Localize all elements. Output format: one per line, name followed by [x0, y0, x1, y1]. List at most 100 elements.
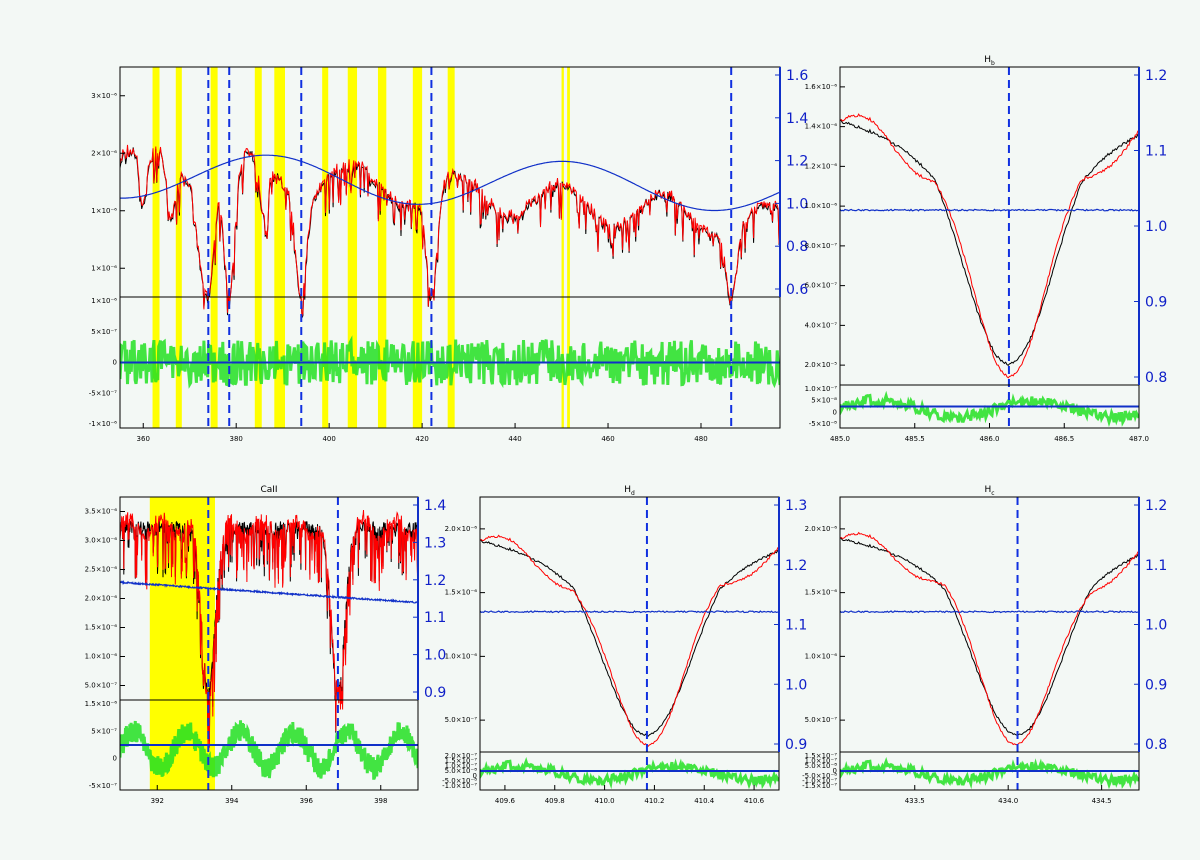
residual-tick-label: -1.0×10⁻⁷	[802, 777, 837, 785]
residual-tick-label: 5×10⁻⁷	[91, 328, 117, 336]
panel-title: CaII	[260, 485, 277, 495]
residual-tick-label: -5.0×10⁻⁸	[442, 777, 477, 785]
y-tick-label: 3.5×10⁻⁶	[85, 508, 118, 516]
x-tick-label: 485.5	[905, 435, 925, 443]
y-tick-label: 1.5×10⁻⁶	[445, 589, 478, 597]
residual-tick-label: 1.0×10⁻⁷	[805, 385, 838, 393]
residual-tick-label: -1.5×10⁻⁷	[802, 782, 837, 790]
residual-frame	[479, 751, 780, 791]
x-tick-label: 400	[322, 435, 335, 443]
y-tick-label: 2.5×10⁻⁶	[85, 566, 118, 574]
y-tick-label: 5.0×10⁻⁷	[805, 716, 838, 724]
panel-title: Hd	[624, 485, 635, 497]
right-tick-label: 0.9	[1145, 295, 1167, 311]
y-tick-label: 5.0×10⁻⁷	[445, 716, 478, 724]
plot-area-hb	[840, 67, 1139, 428]
residual-tick-label: 1.0×10⁻⁷	[445, 762, 478, 770]
residual-tick-label: -5×10⁻⁸	[809, 420, 837, 428]
y-tick-label: 2.0×10⁻⁶	[85, 595, 118, 603]
residual-frame	[119, 699, 419, 791]
masked-region	[274, 67, 285, 428]
y-tick-label: 1.2×10⁻⁶	[805, 162, 838, 170]
right-tick-label: 1.0	[424, 648, 446, 664]
residual-tick-label: -5.0×10⁻⁸	[802, 772, 837, 780]
residual-tick-label: 1.5×10⁻⁷	[445, 757, 478, 765]
model-spectrum-line	[120, 509, 418, 748]
plot-frame	[479, 496, 780, 753]
right-tick-label: 1.2	[424, 573, 446, 589]
y-tick-label: 8.0×10⁻⁷	[805, 242, 838, 250]
residual-markers	[120, 335, 780, 389]
x-tick-label: 394	[225, 797, 239, 805]
x-tick-label: 433.5	[905, 797, 925, 805]
residual-tick-label: 5×10⁻⁸	[811, 397, 837, 405]
right-tick-label: 0.8	[1145, 737, 1167, 753]
y-tick-label: 2×10⁻⁶	[91, 149, 117, 157]
masked-region	[377, 67, 387, 428]
residual-markers	[840, 390, 1139, 428]
plot-frame	[839, 66, 1140, 386]
x-tick-label: 410.6	[744, 797, 765, 805]
panel-title-subscript: c	[991, 490, 994, 497]
x-tick-label: 409.8	[545, 797, 565, 805]
residual-frame	[839, 751, 1140, 791]
masked-region	[175, 67, 182, 428]
right-tick-label: 0.6	[786, 282, 808, 298]
residual-tick-label: 5×10⁻⁷	[91, 727, 117, 735]
x-tick-label: 486.0	[979, 435, 999, 443]
x-tick-label: 380	[230, 435, 243, 443]
residual-tick-label: -1.0×10⁻⁷	[442, 782, 477, 790]
right-tick-label: 1.4	[786, 111, 808, 127]
x-tick-label: 396	[300, 797, 314, 805]
panel-title: Hc	[984, 485, 994, 497]
y-tick-label: 1.0×10⁻⁶	[805, 202, 838, 210]
residual-tick-label: 1.5×10⁻⁶	[85, 700, 118, 708]
x-tick-label: 460	[601, 435, 614, 443]
right-tick-label: 1.1	[1145, 558, 1167, 574]
residual-tick-label: 0	[473, 772, 477, 780]
right-tick-label: 1.6	[786, 68, 808, 84]
masked-region	[412, 67, 423, 428]
plot-frame	[839, 496, 1140, 753]
x-tick-label: 434.0	[998, 797, 1018, 805]
ratio-curve-line	[480, 610, 779, 614]
x-tick-label: 480	[694, 435, 707, 443]
x-tick-label: 440	[508, 435, 521, 443]
right-tick-label: 0.9	[785, 737, 807, 753]
masked-region	[567, 67, 570, 428]
panel-title-subscript: d	[631, 490, 635, 497]
observed-spectrum-line	[480, 539, 779, 737]
right-tick-label: 0.8	[786, 239, 808, 255]
right-tick-label: 1.2	[786, 154, 808, 170]
residual-markers	[480, 756, 779, 790]
ratio-curve-line	[840, 610, 1139, 614]
right-tick-label: 1.2	[1145, 498, 1167, 514]
y-tick-label: 6.0×10⁻⁷	[805, 282, 838, 290]
x-tick-label: 485.0	[830, 435, 850, 443]
residual-tick-label: 1.5×10⁻⁷	[805, 752, 838, 760]
residual-frame	[119, 296, 781, 429]
right-tick-label: 0.8	[1145, 370, 1167, 386]
plot-area-caii	[120, 497, 418, 790]
right-tick-label: 1.0	[1145, 618, 1167, 634]
y-tick-label: 4.0×10⁻⁷	[805, 321, 838, 329]
y-tick-label: 2.0×10⁻⁵	[805, 361, 838, 369]
y-tick-label: 5.0×10⁻⁷	[85, 682, 118, 690]
panel-full: 360 380 400 420 440 460 480 1×10⁻⁶ 1×10⁻⁶ 2×10⁻⁶ 3…	[89, 66, 808, 443]
panel-hg: 433.5 434.0 434.5 5.0×10⁻⁷ 1.0×10⁻⁶ 1.5×10⁻⁶ 2…	[802, 485, 1167, 805]
residual-tick-label: 1×10⁻⁶	[91, 297, 117, 305]
model-spectrum-line	[480, 534, 779, 747]
residual-tick-label: -5×10⁻⁷	[89, 389, 117, 397]
masked-region	[561, 67, 564, 428]
y-tick-label: 1.6×10⁻⁶	[805, 83, 838, 91]
y-tick-label: 3×10⁻⁶	[91, 92, 117, 100]
ratio-curve-line	[120, 579, 418, 604]
y-tick-label: 2.0×10⁻⁶	[805, 525, 838, 533]
y-tick-label: 1×10⁻⁶	[91, 264, 117, 272]
ratio-curve-line	[840, 208, 1139, 212]
right-tick-label: 1.1	[1145, 144, 1167, 160]
y-tick-label: 1.0×10⁻⁶	[805, 652, 838, 660]
right-tick-label: 0.9	[424, 685, 446, 701]
panel-caii: 392 394 396 398 5.0×10⁻⁷ 1.0×10⁻⁶ 1.5×10⁻⁶ 2.0×…	[85, 485, 447, 805]
